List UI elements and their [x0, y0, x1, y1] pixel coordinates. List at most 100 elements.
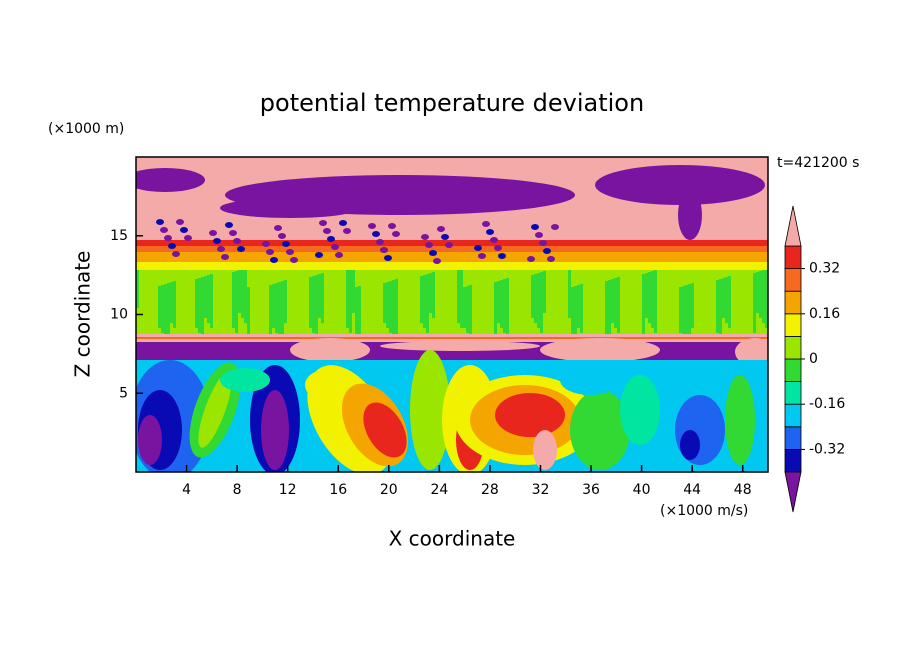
field-region	[577, 285, 580, 328]
colorbar-box	[784, 403, 802, 428]
field-region	[363, 402, 407, 458]
field-region	[478, 253, 486, 259]
field-region	[682, 286, 685, 338]
field-region	[331, 244, 339, 250]
field-region	[201, 277, 204, 338]
field-region	[460, 268, 463, 328]
field-region	[220, 368, 270, 392]
field-region	[335, 252, 343, 258]
field-region	[531, 275, 534, 318]
colorbar-box	[784, 448, 802, 473]
field-region	[457, 269, 460, 323]
field-region	[315, 275, 318, 338]
field-region	[432, 272, 435, 318]
field-region	[346, 270, 349, 328]
field-region	[486, 229, 494, 235]
field-region	[164, 284, 167, 338]
field-region	[358, 286, 361, 343]
field-region	[270, 257, 278, 263]
field-region	[380, 247, 388, 253]
field-region	[389, 281, 392, 333]
field-region	[352, 268, 355, 313]
field-region	[209, 230, 217, 236]
field-region	[262, 241, 270, 247]
field-region	[305, 370, 345, 400]
field-region	[221, 254, 229, 260]
field-region	[138, 415, 162, 465]
field-region	[678, 190, 702, 240]
field-region	[290, 338, 370, 362]
field-region	[725, 375, 755, 465]
field-region	[595, 165, 765, 205]
field-region	[327, 236, 335, 242]
field-region	[580, 284, 583, 333]
field-region	[691, 283, 694, 328]
field-region	[136, 337, 768, 339]
field-region	[136, 252, 768, 262]
field-region	[160, 227, 168, 233]
field-region	[261, 390, 289, 470]
field-region	[759, 271, 762, 318]
y-tick-label: 15	[110, 228, 128, 244]
field-region	[728, 276, 731, 328]
field-region	[611, 279, 614, 323]
field-region	[543, 271, 546, 313]
colorbar-box	[784, 290, 802, 315]
field-region	[380, 341, 540, 351]
field-region	[469, 285, 472, 338]
field-region	[756, 272, 759, 313]
field-region	[172, 251, 180, 257]
x-tick-label: 4	[182, 482, 191, 498]
field-region	[319, 220, 327, 226]
field-region	[539, 240, 547, 246]
field-region	[429, 250, 437, 256]
colorbar-tick-label: 0	[809, 351, 818, 367]
field-region	[136, 268, 139, 308]
field-region	[547, 256, 555, 262]
field-region	[278, 233, 286, 239]
colorbar-box	[784, 268, 802, 292]
field-region	[722, 278, 725, 318]
field-region	[437, 226, 445, 232]
field-region	[494, 282, 497, 343]
field-region	[168, 243, 176, 249]
field-region	[238, 270, 241, 313]
field-region	[540, 272, 543, 333]
colorbar-tick-label: 0.16	[809, 306, 840, 322]
field-region	[323, 228, 331, 234]
field-region	[173, 281, 176, 328]
colorbar-tick-label: -0.32	[809, 441, 845, 457]
field-region	[410, 350, 450, 470]
field-region	[654, 270, 657, 333]
colorbar-over	[784, 205, 802, 247]
field-region	[372, 231, 380, 237]
field-region	[237, 246, 245, 252]
field-region	[376, 239, 384, 245]
field-region	[395, 279, 398, 343]
field-region	[490, 237, 498, 243]
field-region	[349, 269, 352, 333]
field-region	[233, 238, 241, 244]
x-axis-label: X coordinate	[389, 527, 516, 551]
field-region	[241, 269, 244, 318]
annotation: t=421200 s	[777, 155, 859, 171]
field-region	[392, 280, 395, 338]
field-region	[184, 235, 192, 241]
field-region	[229, 230, 237, 236]
x-tick-label: 24	[430, 482, 448, 498]
field-region	[441, 234, 449, 240]
field-region	[167, 283, 170, 343]
field-region	[762, 270, 765, 323]
field-region	[161, 285, 164, 333]
x-tick-label: 44	[683, 482, 701, 498]
field-region	[560, 365, 620, 395]
field-region	[286, 249, 294, 255]
field-region	[136, 240, 768, 246]
field-region	[213, 238, 221, 244]
field-region	[309, 277, 312, 328]
field-region	[180, 227, 188, 233]
x-tick-label: 8	[233, 482, 242, 498]
field-region	[551, 224, 559, 230]
field-region	[281, 281, 284, 343]
y-tick-label: 5	[119, 385, 128, 401]
